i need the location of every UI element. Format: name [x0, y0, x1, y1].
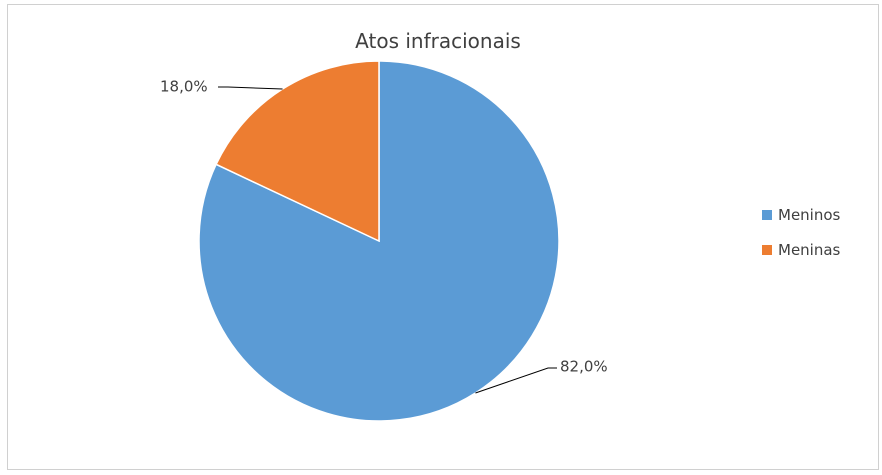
legend-swatch-meninos	[762, 210, 772, 220]
legend-label-meninos: Meninos	[778, 206, 841, 224]
legend-label-meninas: Meninas	[778, 241, 841, 259]
data-label-meninas: 18,0%	[160, 78, 208, 96]
data-label-meninos: 82,0%	[560, 358, 608, 376]
pie-slice-meninos	[198, 60, 560, 422]
leader-line-meninos	[475, 367, 557, 394]
legend-item-meninas: Meninas	[762, 240, 840, 260]
pie-slice-meninas	[215, 60, 380, 243]
chart-title: Atos infracionais	[355, 29, 521, 53]
leader-line-meninas	[218, 86, 283, 90]
legend-swatch-meninas	[762, 245, 772, 255]
chart-legend: Meninos Meninas	[762, 205, 840, 275]
legend-item-meninos: Meninos	[762, 205, 840, 225]
